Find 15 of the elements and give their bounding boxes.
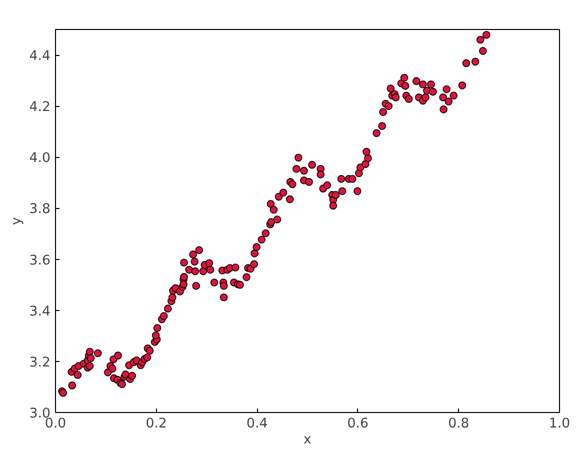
y-tick-label: 4.4 [29,49,51,64]
y-tick-label: 4.2 [29,100,51,116]
x-tick-label: 1.0 [548,416,570,432]
y-tick-label: 3.2 [29,355,51,370]
y-tick-label: 3.4 [29,304,51,320]
x-tick-label: 0.0 [44,416,66,432]
y-tick-label: 4.0 [29,151,51,166]
y-axis-title: y [9,216,24,225]
x-axis-title: x [304,432,312,448]
x-tick-label: 0.4 [246,416,268,432]
y-tick-label: 3.8 [29,202,51,218]
y-tick-label: 3.6 [29,253,51,268]
x-tick-label: 0.2 [146,416,167,432]
x-tick-label: 0.6 [347,416,369,432]
x-tick-label: 0.8 [448,416,470,432]
